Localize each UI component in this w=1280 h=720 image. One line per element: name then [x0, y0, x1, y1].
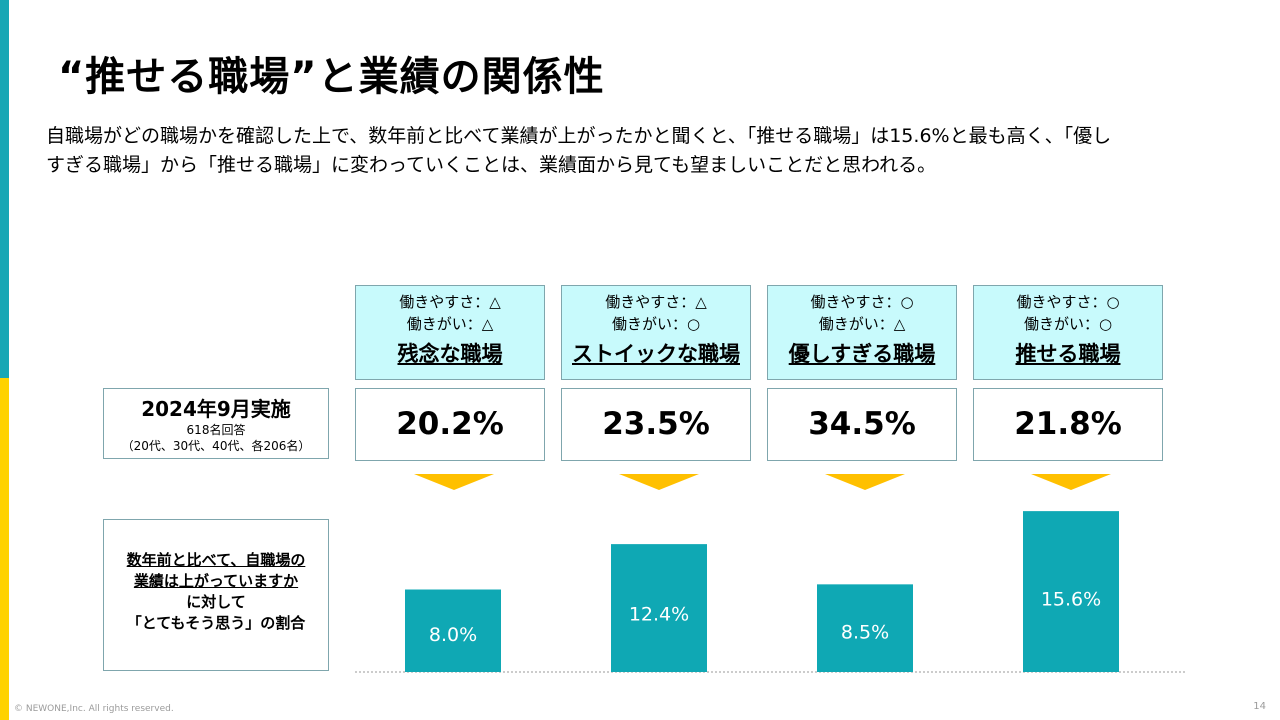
chart-data-label: 12.4% [629, 603, 689, 625]
type-name: ストイックな職場 [572, 342, 740, 366]
share-value-2: 23.5% [561, 388, 751, 461]
performance-bar-chart: 8.0% 12.4% 8.5% 15.6% [355, 511, 1185, 673]
description-line-2: すぎる職場」から「推せる職場」に変わっていくことは、業績面から見ても望ましいこと… [46, 154, 937, 176]
share-value-3: 34.5% [767, 388, 957, 461]
chart-bar [817, 584, 913, 672]
share-value-4: 21.8% [973, 388, 1163, 461]
copyright: © NEWONE,Inc. All rights reserved. [14, 704, 174, 714]
question-line-3: に対して [186, 593, 246, 611]
page-number: 14 [1253, 701, 1266, 712]
down-arrow-icon [825, 474, 905, 490]
chart-bar [1023, 511, 1119, 672]
type-worth: 働きがい：△ [818, 315, 906, 333]
survey-label: 2024年9月実施 618名回答 （20代、30代、40代、各206名） [103, 388, 329, 459]
type-worth: 働きがい：○ [611, 315, 701, 333]
description-line-1: 自職場がどの職場かを確認した上で、数年前と比べて業績が上がったかと聞くと、「推せ… [46, 125, 1112, 147]
chart-data-label: 15.6% [1041, 589, 1101, 611]
description: 自職場がどの職場かを確認した上で、数年前と比べて業績が上がったかと聞くと、「推せ… [46, 122, 1256, 180]
question-line-4: 「とてもそう思う」の割合 [126, 614, 306, 632]
chart-bar [611, 544, 707, 672]
survey-respondents: 618名回答 [186, 423, 246, 437]
type-name: 推せる職場 [1015, 342, 1121, 366]
chart-data-label: 8.0% [429, 624, 477, 646]
type-box-1: 働きやすさ：△ 働きがい：△ 残念な職場 [355, 285, 545, 380]
question-line-2: 業績は上がっていますか [133, 572, 299, 590]
down-arrow-icon [619, 474, 699, 490]
chart-bar [405, 589, 501, 672]
type-box-3: 働きやすさ：○ 働きがい：△ 優しすぎる職場 [767, 285, 957, 380]
type-name: 優しすぎる職場 [788, 342, 936, 366]
type-ease: 働きやすさ：△ [399, 293, 501, 311]
type-name: 残念な職場 [397, 342, 503, 366]
type-worth: 働きがい：△ [406, 315, 494, 333]
accent-bar-yellow [0, 378, 9, 720]
type-ease: 働きやすさ：○ [1016, 293, 1120, 311]
survey-breakdown: （20代、30代、40代、各206名） [121, 439, 311, 453]
survey-title: 2024年9月実施 [141, 397, 291, 421]
question-box: 数年前と比べて、自職場の 業績は上がっていますか に対して 「とてもそう思う」の… [103, 519, 329, 671]
accent-bar-teal [0, 0, 9, 378]
type-worth: 働きがい：○ [1023, 315, 1113, 333]
down-arrow-icon [414, 474, 494, 490]
type-box-2: 働きやすさ：△ 働きがい：○ ストイックな職場 [561, 285, 751, 380]
share-value-1: 20.2% [355, 388, 545, 461]
question-line-1: 数年前と比べて、自職場の [126, 551, 306, 569]
type-ease: 働きやすさ：△ [605, 293, 707, 311]
type-box-4: 働きやすさ：○ 働きがい：○ 推せる職場 [973, 285, 1163, 380]
down-arrow-icon [1031, 474, 1111, 490]
type-ease: 働きやすさ：○ [810, 293, 914, 311]
page-title: “推せる職場”と業績の関係性 [58, 54, 605, 100]
chart-data-label: 8.5% [841, 622, 889, 644]
